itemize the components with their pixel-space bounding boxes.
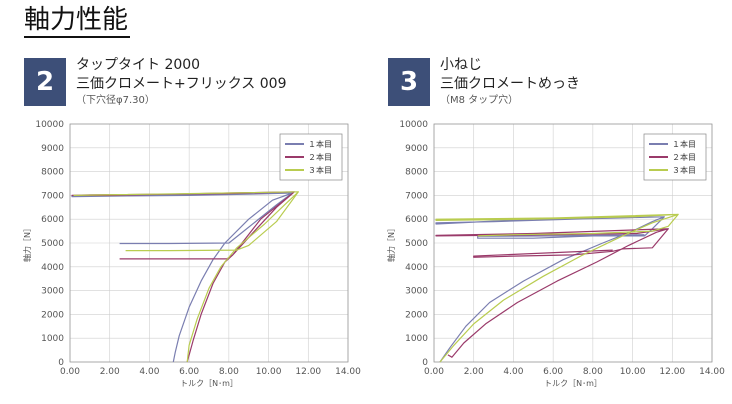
- y-axis-label: 軸力［N］: [386, 224, 396, 262]
- y-tick-label: 1000: [41, 334, 64, 344]
- x-tick-label: 4.00: [139, 367, 159, 377]
- x-tick-label: 14.00: [699, 367, 725, 377]
- series-line-3: [73, 191, 299, 363]
- series-line-1: [71, 192, 293, 363]
- series-line-1: [435, 216, 665, 363]
- y-tick-label: 10000: [35, 120, 64, 130]
- x-tick-label: 10.00: [620, 367, 646, 377]
- y-tick-label: 5000: [41, 239, 64, 249]
- x-tick-label: 12.00: [659, 367, 685, 377]
- hole-spec: （M8 タップ穴）: [440, 95, 519, 106]
- legend-label: ２本目: [672, 152, 696, 162]
- y-tick-label: 8000: [41, 168, 64, 178]
- y-tick-label: 0: [58, 358, 64, 368]
- x-tick-label: 10.00: [256, 367, 282, 377]
- chart-panel-2: 2 タップタイト 2000 三価クロメート+フリックス 009 （下穴径φ7.3…: [18, 56, 368, 404]
- x-axis-label: トルク［N･m］: [180, 379, 238, 388]
- x-axis-label: トルク［N･m］: [544, 379, 602, 388]
- axial-force-chart: 0 1000 2000 3000 4000 5000 6000 7000 8000 9000 100…: [386, 120, 725, 388]
- panel-heading: 小ねじ 三価クロメートめっき （M8 タップ穴）: [440, 56, 580, 108]
- y-tick-label: 1000: [405, 334, 428, 344]
- y-tick-label: 7000: [405, 191, 428, 201]
- x-tick-label: 14.00: [335, 367, 361, 377]
- page-title: 軸力性能: [24, 4, 131, 38]
- y-tick-label: 9000: [405, 144, 428, 154]
- plot-frame: [433, 123, 713, 363]
- x-tick-label: 2.00: [100, 367, 120, 377]
- hole-spec: （下穴径φ7.30）: [76, 95, 155, 106]
- panel-number-badge: 2: [24, 58, 66, 106]
- panel-number-badge: 3: [388, 58, 430, 106]
- y-axis-label: 軸力［N］: [22, 224, 32, 262]
- y-tick-label: 8000: [405, 168, 428, 178]
- series-line-3: [435, 213, 679, 363]
- y-tick-label: 6000: [41, 215, 64, 225]
- x-tick-label: 6.00: [543, 367, 563, 377]
- panel-heading: タップタイト 2000 三価クロメート+フリックス 009 （下穴径φ7.30）: [76, 56, 286, 108]
- x-tick-label: 0.00: [424, 367, 444, 377]
- x-tick-label: 12.00: [295, 367, 321, 377]
- coating-name: 三価クロメートめっき: [440, 76, 580, 92]
- legend-label: ３本目: [672, 165, 696, 175]
- axial-force-chart: 0 1000 2000 3000 4000 5000 6000 7000 8000 9000 100…: [22, 120, 361, 388]
- legend-label: １本目: [672, 139, 696, 149]
- y-tick-label: 4000: [405, 263, 428, 273]
- plot-frame: [69, 123, 349, 363]
- x-tick-label: 6.00: [179, 367, 199, 377]
- y-tick-label: 3000: [41, 287, 64, 297]
- coating-name: 三価クロメート+フリックス 009: [76, 76, 287, 92]
- legend-label: ３本目: [308, 165, 332, 175]
- chart-panel-3: 3 小ねじ 三価クロメートめっき （M8 タップ穴） 0 1000 2000 3000…: [382, 56, 732, 404]
- y-tick-label: 2000: [405, 310, 428, 320]
- y-tick-label: 6000: [405, 215, 428, 225]
- x-tick-label: 8.00: [583, 367, 603, 377]
- legend-label: ２本目: [308, 152, 332, 162]
- y-tick-label: 4000: [41, 263, 64, 273]
- y-tick-label: 2000: [41, 310, 64, 320]
- y-tick-label: 7000: [41, 191, 64, 201]
- product-name: タップタイト 2000: [76, 57, 201, 73]
- x-tick-label: 2.00: [464, 367, 484, 377]
- product-name: 小ねじ: [440, 57, 482, 73]
- y-tick-label: 9000: [41, 144, 64, 154]
- x-tick-label: 4.00: [503, 367, 523, 377]
- y-tick-label: 0: [422, 358, 428, 368]
- y-tick-label: 3000: [405, 287, 428, 297]
- y-tick-label: 5000: [405, 239, 428, 249]
- x-tick-label: 0.00: [60, 367, 80, 377]
- x-tick-label: 8.00: [219, 367, 239, 377]
- y-tick-label: 10000: [399, 120, 428, 130]
- legend-label: １本目: [308, 139, 332, 149]
